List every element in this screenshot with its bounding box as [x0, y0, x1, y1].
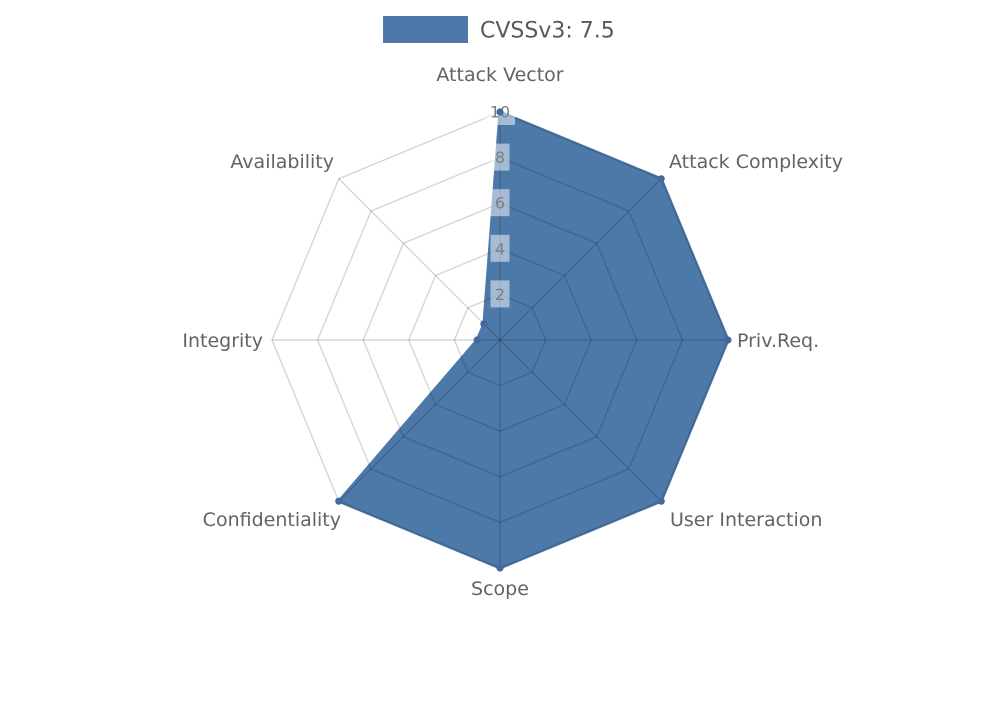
tick-label: 6: [495, 194, 505, 213]
axis-label-availability: Availability: [230, 151, 334, 173]
tick-label: 4: [495, 239, 505, 258]
vertex-marker: [657, 175, 665, 183]
axis-label-priv-req: Priv.Req.: [737, 330, 819, 352]
vertex-marker: [496, 564, 504, 572]
grid-spoke: [499, 178, 662, 341]
legend-swatch[interactable]: [383, 16, 468, 43]
radar-axis-labels: Attack Vector Attack Complexity Priv.Req…: [182, 64, 843, 600]
legend-label[interactable]: CVSSv3: 7.5: [480, 19, 615, 44]
axis-label-attack-vector: Attack Vector: [436, 64, 563, 86]
tick-label: 8: [495, 148, 505, 167]
radar-grid-layer: [271, 111, 729, 569]
vertex-marker: [496, 108, 504, 116]
vertex-marker: [335, 497, 343, 505]
tick-box: [490, 189, 510, 217]
tick-box: [490, 143, 510, 171]
tick-box: [490, 280, 510, 308]
vertex-marker: [480, 320, 488, 328]
grid-spoke: [499, 339, 662, 502]
grid-ring: [408, 248, 592, 432]
grid-ring: [316, 156, 684, 524]
radar-tick-layer: 246810: [485, 98, 515, 308]
chart-legend[interactable]: CVSSv3: 7.5: [383, 16, 615, 44]
axis-label-scope: Scope: [471, 578, 529, 600]
vertex-marker: [657, 497, 665, 505]
vertex-marker: [724, 336, 732, 344]
grid-ring: [453, 293, 547, 387]
axis-label-confidentiality: Confidentiality: [203, 509, 341, 531]
tick-box: [490, 234, 510, 262]
radar-marker-layer: [335, 108, 732, 572]
axis-label-user-interaction: User Interaction: [670, 509, 822, 531]
tick-label: 2: [495, 285, 505, 304]
grid-ring: [362, 202, 638, 478]
grid-spoke: [338, 339, 501, 502]
axis-label-integrity: Integrity: [182, 330, 263, 352]
axis-label-attack-complexity: Attack Complexity: [669, 151, 843, 173]
vertex-marker: [473, 336, 481, 344]
grid-spoke: [338, 178, 501, 341]
